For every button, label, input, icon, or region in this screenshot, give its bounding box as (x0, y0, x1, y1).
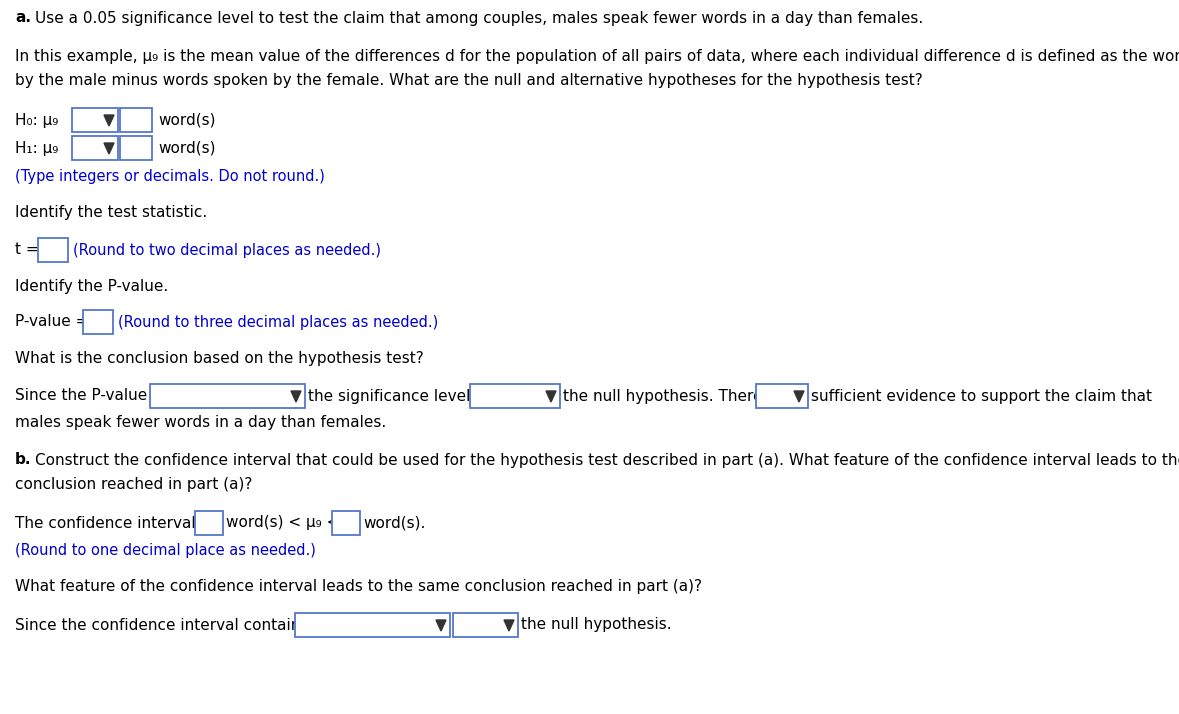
FancyBboxPatch shape (195, 511, 223, 535)
Text: word(s).: word(s). (363, 516, 426, 531)
FancyBboxPatch shape (332, 511, 360, 535)
FancyBboxPatch shape (120, 108, 152, 132)
Text: In this example, μ₉ is the mean value of the differences d for the population of: In this example, μ₉ is the mean value of… (15, 49, 1179, 64)
Text: (Round to one decimal place as needed.): (Round to one decimal place as needed.) (15, 543, 316, 558)
Polygon shape (546, 391, 556, 402)
Polygon shape (104, 143, 114, 154)
FancyBboxPatch shape (38, 238, 68, 262)
Text: sufficient evidence to support the claim that: sufficient evidence to support the claim… (811, 388, 1152, 403)
Text: Since the P-value is: Since the P-value is (15, 388, 164, 403)
Polygon shape (104, 115, 114, 126)
Polygon shape (793, 391, 804, 402)
Text: Use a 0.05 significance level to test the claim that among couples, males speak : Use a 0.05 significance level to test th… (35, 11, 923, 26)
FancyBboxPatch shape (72, 136, 118, 160)
FancyBboxPatch shape (756, 384, 808, 408)
Text: the null hypothesis.: the null hypothesis. (521, 618, 672, 633)
Polygon shape (291, 391, 301, 402)
Text: the null hypothesis. There: the null hypothesis. There (564, 388, 763, 403)
Text: word(s): word(s) (158, 113, 216, 128)
FancyBboxPatch shape (295, 613, 450, 637)
Text: Construct the confidence interval that could be used for the hypothesis test des: Construct the confidence interval that c… (35, 453, 1179, 468)
Text: word(s) < μ₉ <: word(s) < μ₉ < (226, 516, 340, 531)
Text: word(s): word(s) (158, 141, 216, 156)
Text: by the male minus words spoken by the female. What are the null and alternative : by the male minus words spoken by the fe… (15, 73, 923, 88)
FancyBboxPatch shape (453, 613, 518, 637)
Text: a.: a. (15, 11, 31, 26)
Text: P-value =: P-value = (15, 314, 88, 329)
Polygon shape (503, 620, 514, 631)
Text: t =: t = (15, 243, 39, 258)
Text: Identify the test statistic.: Identify the test statistic. (15, 204, 208, 219)
Text: What is the conclusion based on the hypothesis test?: What is the conclusion based on the hypo… (15, 351, 423, 366)
Text: (Type integers or decimals. Do not round.): (Type integers or decimals. Do not round… (15, 169, 325, 183)
Text: (Round to two decimal places as needed.): (Round to two decimal places as needed.) (73, 243, 381, 258)
Text: (Round to three decimal places as needed.): (Round to three decimal places as needed… (118, 314, 439, 329)
Text: the significance level,: the significance level, (308, 388, 475, 403)
Text: H₁: μ₉: H₁: μ₉ (15, 141, 59, 156)
FancyBboxPatch shape (150, 384, 305, 408)
Text: conclusion reached in part (a)?: conclusion reached in part (a)? (15, 478, 252, 493)
Text: males speak fewer words in a day than females.: males speak fewer words in a day than fe… (15, 415, 387, 430)
Polygon shape (436, 620, 446, 631)
FancyBboxPatch shape (83, 310, 113, 334)
Text: Since the confidence interval contains: Since the confidence interval contains (15, 618, 309, 633)
Text: b.: b. (15, 453, 32, 468)
Text: What feature of the confidence interval leads to the same conclusion reached in : What feature of the confidence interval … (15, 580, 702, 595)
Text: Identify the P-value.: Identify the P-value. (15, 279, 169, 294)
Text: H₀: μ₉: H₀: μ₉ (15, 113, 59, 128)
FancyBboxPatch shape (120, 136, 152, 160)
FancyBboxPatch shape (72, 108, 118, 132)
Text: The confidence interval is: The confidence interval is (15, 516, 212, 531)
FancyBboxPatch shape (470, 384, 560, 408)
